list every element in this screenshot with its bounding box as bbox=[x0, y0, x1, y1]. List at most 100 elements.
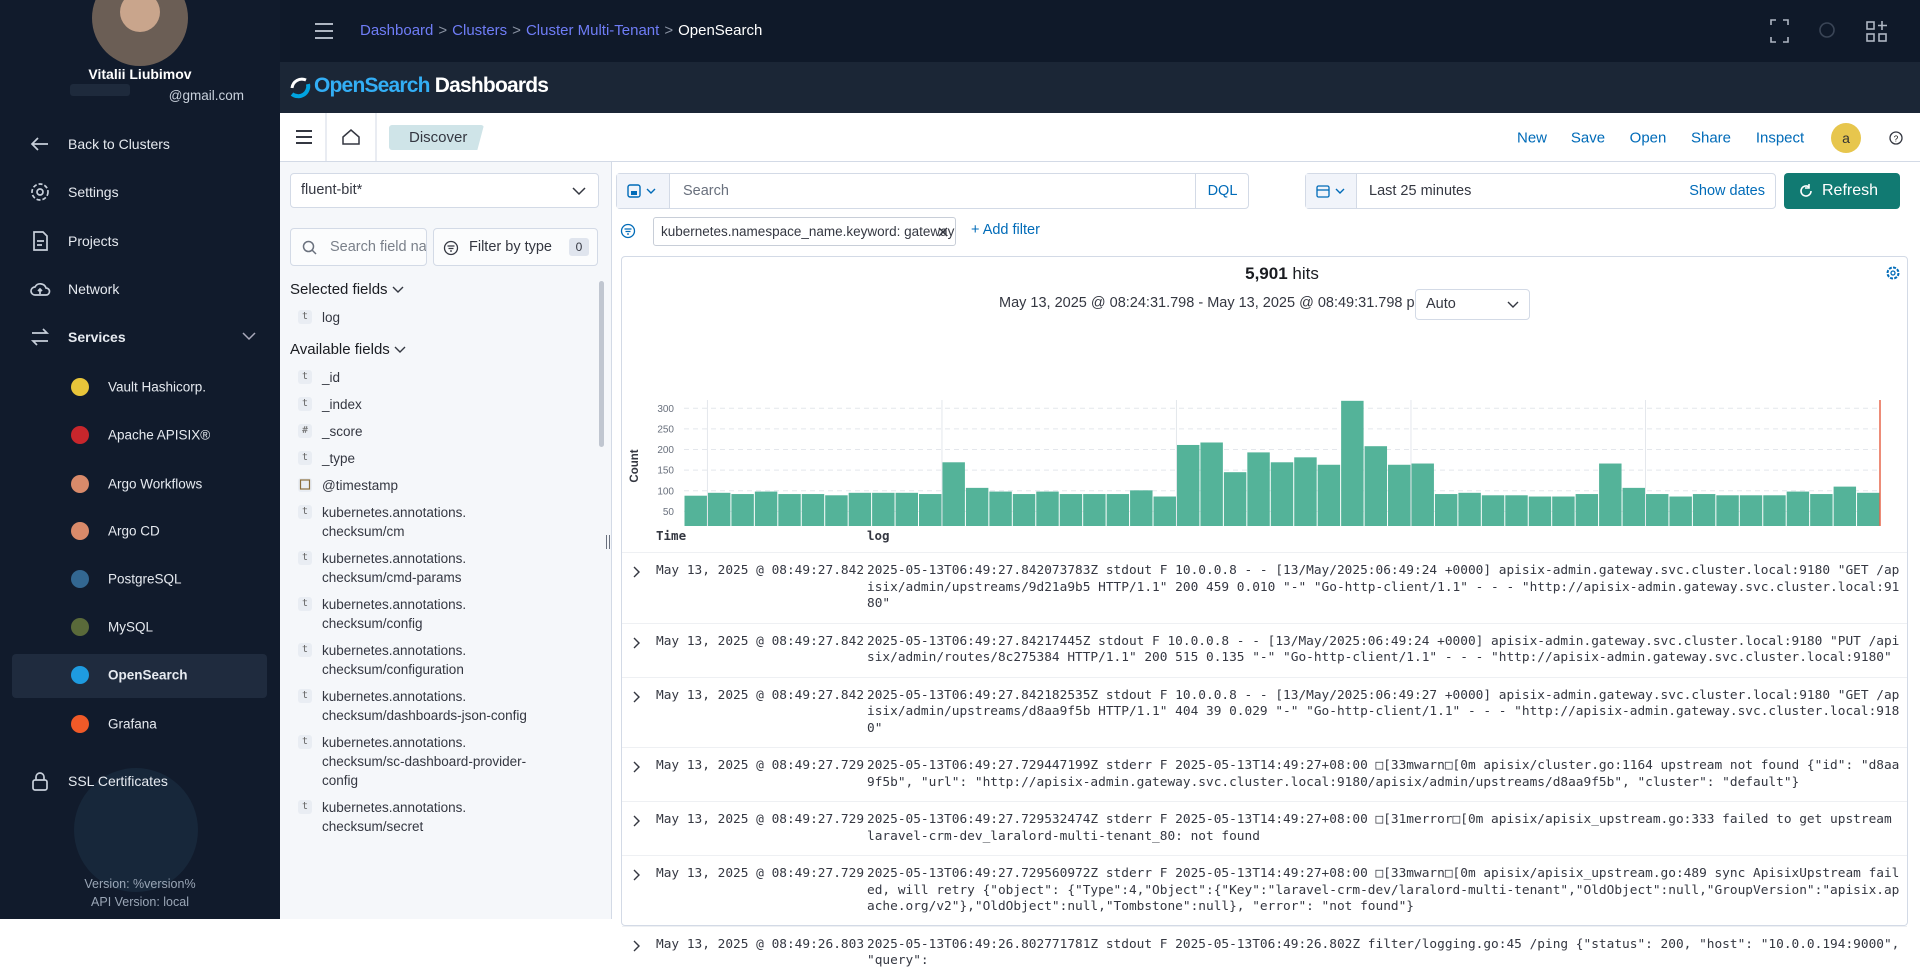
field-name: _type bbox=[322, 451, 356, 466]
available-title-text: Available fields bbox=[290, 341, 390, 358]
menu-icon[interactable] bbox=[315, 23, 333, 39]
time-cell: May 13, 2025 @ 08:49:27.729 bbox=[622, 758, 867, 791]
crumb-separator: > bbox=[438, 22, 448, 39]
show-dates[interactable]: Show dates bbox=[1689, 183, 1765, 199]
histogram-bar bbox=[1130, 490, 1153, 526]
nav-icon bbox=[71, 475, 89, 493]
filter-menu-icon[interactable] bbox=[620, 223, 636, 239]
brand-open: OpenSearch bbox=[314, 74, 431, 97]
nav-item[interactable]: Network bbox=[68, 281, 120, 297]
nav-item[interactable]: Projects bbox=[68, 233, 119, 249]
nav-icon bbox=[71, 522, 89, 540]
add-filter[interactable]: + Add filter bbox=[971, 222, 1040, 238]
date-picker[interactable]: Last 25 minutes Show dates bbox=[1305, 173, 1776, 209]
service-item[interactable]: Grafana bbox=[108, 716, 157, 732]
brand: OpenSearch Dashboards bbox=[314, 74, 549, 98]
interval-select[interactable]: Auto bbox=[1415, 289, 1530, 320]
service-item[interactable]: MySQL bbox=[108, 619, 154, 635]
field[interactable]: t kubernetes.annotations.checksum/sc-dash… bbox=[290, 729, 590, 794]
nav-item[interactable]: Services bbox=[68, 329, 126, 345]
service-item[interactable]: Argo Workflows bbox=[108, 476, 203, 492]
filter-by-type[interactable]: Filter by type 0 bbox=[433, 228, 598, 266]
expand-toggle[interactable] bbox=[632, 815, 642, 827]
menu-button[interactable] bbox=[296, 130, 312, 144]
topbar-icons bbox=[315, 19, 1887, 43]
toolbar-action[interactable]: Inspect bbox=[1755, 129, 1805, 147]
field-name: kubernetes.annotations.checksum/cm bbox=[322, 505, 467, 539]
range-text: May 13, 2025 @ 08:24:31.798 - May 13, 20… bbox=[999, 295, 1428, 311]
histogram-bar bbox=[1763, 495, 1786, 526]
field[interactable]: t kubernetes.annotations.checksum/configu… bbox=[290, 637, 590, 683]
field[interactable]: # _score bbox=[290, 418, 590, 445]
apps-icon[interactable] bbox=[1866, 21, 1887, 42]
user-avatar[interactable]: a bbox=[1831, 123, 1861, 153]
nav-item[interactable]: Back to Clusters bbox=[68, 136, 170, 152]
discover-tab[interactable]: Discover bbox=[389, 125, 484, 150]
settings-icon[interactable] bbox=[1885, 265, 1901, 281]
chevron bbox=[633, 815, 640, 827]
index-pattern: fluent-bit* bbox=[301, 182, 363, 198]
service-item[interactable]: Apache APISIX® bbox=[108, 427, 211, 443]
field[interactable]: t _id bbox=[290, 364, 590, 391]
refresh-button[interactable]: Refresh bbox=[1784, 173, 1900, 209]
toolbar-action[interactable]: Open bbox=[1629, 129, 1667, 147]
fullscreen-icon[interactable] bbox=[1770, 19, 1789, 43]
icon-path bbox=[33, 231, 48, 251]
saved-query-button[interactable] bbox=[617, 174, 670, 208]
field[interactable]: t log bbox=[290, 304, 590, 331]
splitter[interactable] bbox=[606, 535, 610, 549]
nav-icon bbox=[30, 137, 48, 151]
expand-toggle[interactable] bbox=[632, 566, 642, 578]
index-pattern-select[interactable]: fluent-bit* bbox=[290, 173, 599, 208]
home-button[interactable] bbox=[342, 129, 360, 145]
refresh-icon bbox=[1800, 184, 1812, 197]
help-icon[interactable]: ? bbox=[1888, 130, 1904, 146]
field[interactable]: t kubernetes.annotations.checksum/dashboa… bbox=[290, 683, 590, 729]
service-item[interactable]: Argo CD bbox=[108, 523, 160, 539]
service-item[interactable]: OpenSearch bbox=[108, 667, 188, 683]
search-icon[interactable] bbox=[1819, 22, 1835, 38]
dql-button[interactable]: DQL bbox=[1195, 174, 1249, 208]
quick-menu[interactable] bbox=[1306, 174, 1357, 208]
toolbar-action[interactable]: Save bbox=[1570, 129, 1606, 147]
remove-filter[interactable] bbox=[938, 227, 948, 237]
toolbar: Discover a ? New Save Open Share Inspect bbox=[280, 113, 1920, 162]
field[interactable]: t _index bbox=[290, 391, 590, 418]
user-name: Vitalii Liubimov bbox=[88, 66, 192, 82]
chevron bbox=[633, 869, 640, 881]
caret bbox=[392, 286, 404, 293]
toolbar-action[interactable]: New bbox=[1516, 129, 1548, 147]
filter-pill[interactable]: kubernetes.namespace_name.keyword: gatew… bbox=[653, 217, 956, 246]
histogram-bar bbox=[1857, 492, 1880, 526]
service-item[interactable]: Vault Hashicorp. bbox=[108, 379, 207, 395]
expand-toggle[interactable] bbox=[632, 761, 642, 773]
log-cell: 2025-05-13T06:49:26.802771781Z stdout F … bbox=[867, 936, 1900, 969]
expand-toggle[interactable] bbox=[632, 940, 642, 952]
nav-item[interactable]: Settings bbox=[68, 184, 119, 200]
histogram-bar bbox=[942, 462, 965, 526]
histogram-bar bbox=[1528, 496, 1552, 526]
field[interactable]: t kubernetes.annotations.checksum/cmd-par… bbox=[290, 545, 590, 591]
histogram-bar bbox=[1552, 496, 1575, 526]
histogram-bar bbox=[1270, 462, 1294, 526]
field[interactable]: t _type bbox=[290, 445, 590, 472]
query-input[interactable]: Search DQL bbox=[616, 173, 1249, 209]
service-icon bbox=[71, 522, 89, 540]
expand-toggle[interactable] bbox=[632, 869, 642, 881]
field[interactable]: t kubernetes.annotations.checksum/secret bbox=[290, 794, 590, 840]
caret bbox=[572, 187, 586, 196]
histogram-bar bbox=[1247, 452, 1270, 526]
toolbar-action[interactable]: Share bbox=[1690, 129, 1732, 147]
field-search[interactable]: Search field names bbox=[290, 228, 427, 266]
service-item[interactable]: PostgreSQL bbox=[108, 571, 182, 587]
field[interactable]: t kubernetes.annotations.checksum/cm bbox=[290, 499, 590, 545]
field[interactable]: t kubernetes.annotations.checksum/config bbox=[290, 591, 590, 637]
breadcrumb: Dashboard > Clusters > Cluster Multi-Tenant >… bbox=[360, 22, 767, 39]
histogram-bar bbox=[1388, 464, 1411, 526]
table-row: May 13, 2025 @ 08:49:27.729 2025-05-13T06… bbox=[622, 801, 1907, 855]
expand-toggle[interactable] bbox=[632, 637, 642, 649]
field-name: _id bbox=[322, 370, 341, 385]
expand-toggle[interactable] bbox=[632, 691, 642, 703]
field[interactable]: @timestamp bbox=[290, 472, 590, 499]
scrollbar[interactable] bbox=[599, 281, 604, 447]
